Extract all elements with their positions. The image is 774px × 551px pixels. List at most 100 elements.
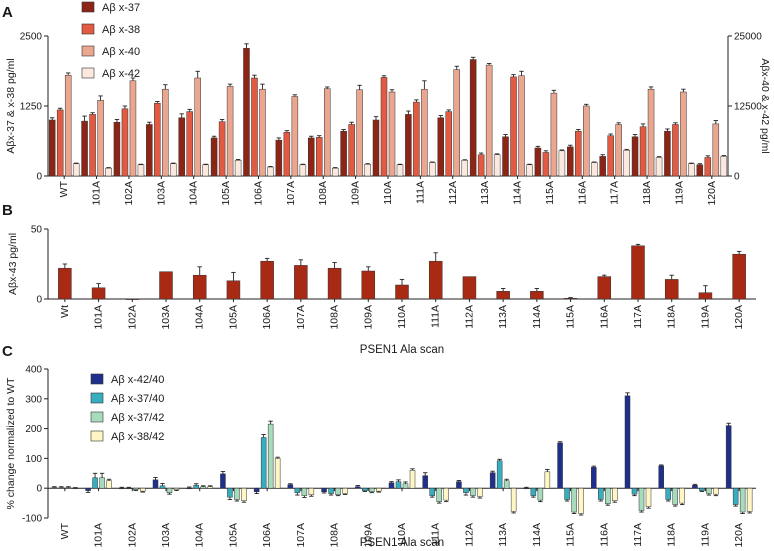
x-tick-label: 120A (733, 523, 745, 548)
legend-label: Aβ x-40 (102, 46, 140, 58)
bar (413, 101, 420, 177)
bar (307, 137, 315, 177)
x-tick-label: 109A (362, 523, 374, 548)
x-tick-label: 115A (544, 181, 556, 205)
legend-swatch (90, 392, 104, 404)
x-tick-label: 108A (317, 181, 329, 206)
bar (679, 487, 685, 504)
bar (251, 77, 258, 177)
bar (523, 487, 530, 490)
bar (362, 487, 368, 491)
bar (664, 130, 671, 177)
legend-swatch (81, 23, 95, 35)
bar (356, 89, 363, 177)
bar (340, 130, 347, 177)
x-tick-label: 114A (531, 305, 543, 329)
bar (51, 487, 58, 489)
bar (571, 487, 577, 513)
bar (526, 164, 533, 177)
x-tick-label: 104A (188, 181, 200, 206)
bar (194, 77, 201, 177)
bar (534, 147, 542, 177)
bar (267, 166, 274, 177)
x-tick-label: 110A (382, 181, 394, 205)
bar (227, 487, 233, 498)
bar (376, 487, 382, 492)
bar (429, 487, 435, 496)
bar (461, 160, 469, 177)
bar (154, 102, 161, 177)
y-tick-label: -100 (22, 514, 42, 525)
y-tick-label: 0 (36, 295, 42, 306)
bar (372, 119, 380, 177)
x-tick-label: 114A (512, 181, 524, 205)
bar (542, 152, 550, 177)
x-tick-label: 101A (93, 523, 105, 548)
right-y-axis-label: Aβx-40 & x-42 pg/ml (759, 58, 771, 153)
bar (530, 291, 544, 300)
x-axis-label: PSEN1 Ala scan (360, 537, 444, 549)
bar (658, 465, 664, 489)
bar (342, 487, 348, 494)
bar (301, 487, 308, 496)
x-tick-label: 119A (699, 305, 711, 329)
bar (598, 487, 604, 500)
x-tick-label: 118A (666, 305, 678, 329)
x-tick-label: 112A (447, 181, 459, 205)
bar (664, 279, 679, 300)
bar (178, 117, 185, 177)
bar (732, 253, 746, 300)
bar (291, 96, 299, 177)
bar (89, 114, 96, 177)
bar (173, 487, 180, 490)
x-tick-label: 118A (641, 181, 653, 205)
bar (308, 487, 315, 496)
bar (380, 77, 388, 177)
panel-label-a: A (2, 4, 13, 21)
bar (259, 88, 266, 177)
bar (409, 470, 416, 489)
legend-label: Aβ x-42 (102, 68, 140, 80)
bar (91, 287, 106, 300)
x-tick-label: 111A (414, 181, 426, 204)
bar (64, 74, 72, 177)
bar (429, 162, 436, 177)
bar (328, 487, 334, 494)
bar (477, 487, 483, 497)
legend-swatch (81, 45, 95, 57)
x-tick-label: 101A (91, 181, 103, 206)
bar (207, 486, 213, 489)
bar (234, 160, 242, 177)
legend-label: Aβ x-37/42 (111, 412, 164, 424)
bar (129, 80, 137, 177)
bar (260, 260, 274, 300)
x-tick-label: 113A (497, 305, 509, 329)
bar (631, 245, 645, 300)
x-tick-label: 110A (396, 523, 408, 547)
x-tick-label: 116A (598, 305, 610, 329)
x-tick-label: 115A (565, 523, 577, 547)
bar (655, 157, 663, 177)
x-tick-label: 119A (699, 523, 711, 547)
bar (631, 487, 638, 495)
x-tick-label: 106A (261, 305, 273, 330)
bar (599, 156, 606, 177)
bar (388, 91, 396, 177)
bar (591, 162, 598, 177)
bar (210, 137, 218, 177)
x-tick-label: 116A (598, 523, 610, 547)
y-tick-label: 200 (25, 424, 42, 435)
bar (193, 484, 199, 489)
bar (166, 487, 173, 493)
bar (72, 487, 79, 490)
legend-label: Aβ x-38/42 (111, 431, 164, 443)
bar (496, 291, 510, 300)
panel-label-c: C (2, 343, 13, 360)
x-tick-label: 101A (93, 305, 105, 330)
bar (294, 265, 308, 300)
bar (274, 458, 281, 489)
bar (267, 423, 274, 489)
legend-label: Aβ x-42/40 (111, 374, 164, 386)
